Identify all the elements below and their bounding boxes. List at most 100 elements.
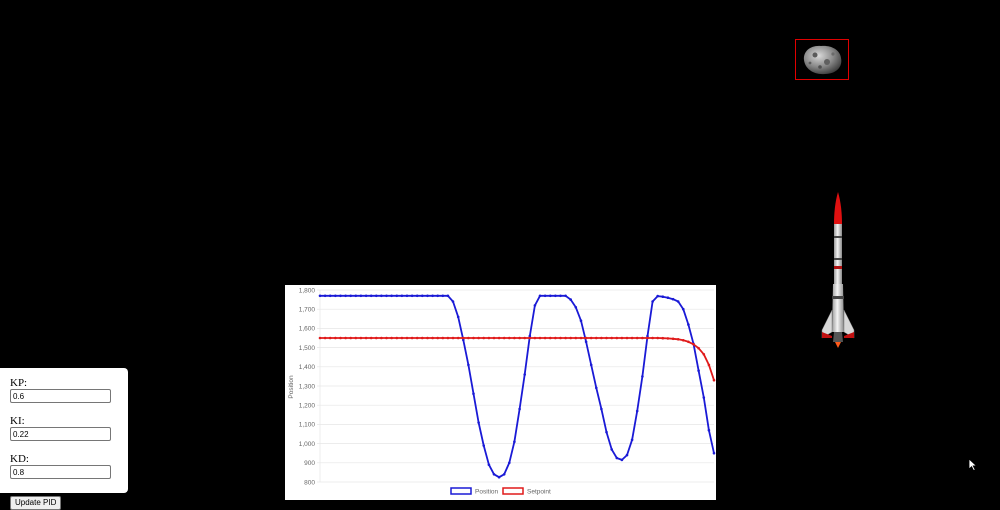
data-point-position[interactable]	[671, 297, 675, 301]
data-point-position[interactable]	[431, 294, 434, 298]
data-point-setpoint[interactable]	[436, 336, 439, 340]
data-point-position[interactable]	[533, 304, 537, 307]
data-point-setpoint[interactable]	[364, 336, 368, 340]
data-point-setpoint[interactable]	[610, 336, 613, 340]
data-point-position[interactable]	[369, 294, 373, 298]
data-point-setpoint[interactable]	[682, 339, 685, 342]
data-point-setpoint[interactable]	[328, 336, 332, 340]
data-point-setpoint[interactable]	[589, 336, 593, 340]
data-point-setpoint[interactable]	[395, 336, 399, 340]
data-point-position[interactable]	[543, 294, 547, 298]
data-point-position[interactable]	[682, 307, 685, 311]
data-point-position[interactable]	[375, 294, 378, 298]
data-point-setpoint[interactable]	[497, 336, 501, 340]
data-point-position[interactable]	[687, 323, 690, 326]
data-point-setpoint[interactable]	[635, 336, 639, 340]
data-point-setpoint[interactable]	[359, 336, 363, 340]
data-point-setpoint[interactable]	[625, 336, 629, 340]
data-point-position[interactable]	[513, 440, 516, 443]
data-point-position[interactable]	[477, 421, 480, 424]
data-point-setpoint[interactable]	[671, 337, 675, 341]
data-point-setpoint[interactable]	[467, 336, 470, 340]
data-point-setpoint[interactable]	[702, 353, 706, 356]
data-point-position[interactable]	[630, 438, 634, 442]
data-point-position[interactable]	[697, 369, 700, 372]
data-point-position[interactable]	[559, 294, 562, 298]
data-point-position[interactable]	[676, 300, 680, 303]
data-point-setpoint[interactable]	[630, 336, 634, 340]
data-point-setpoint[interactable]	[472, 336, 475, 340]
data-point-setpoint[interactable]	[528, 336, 532, 340]
data-point-position[interactable]	[646, 334, 649, 338]
data-point-setpoint[interactable]	[390, 336, 393, 340]
data-point-position[interactable]	[492, 473, 496, 476]
data-point-position[interactable]	[497, 475, 501, 479]
data-point-position[interactable]	[334, 294, 337, 298]
data-point-setpoint[interactable]	[646, 336, 649, 340]
data-point-position[interactable]	[538, 294, 542, 298]
data-point-setpoint[interactable]	[334, 336, 337, 340]
data-point-setpoint[interactable]	[574, 336, 578, 340]
data-point-setpoint[interactable]	[508, 336, 511, 340]
data-point-setpoint[interactable]	[431, 336, 434, 340]
data-point-setpoint[interactable]	[569, 336, 572, 340]
data-point-position[interactable]	[385, 294, 388, 298]
data-point-setpoint[interactable]	[421, 336, 424, 340]
data-point-setpoint[interactable]	[354, 336, 358, 340]
data-point-position[interactable]	[364, 294, 368, 298]
data-point-position[interactable]	[390, 294, 393, 298]
data-point-position[interactable]	[349, 294, 352, 298]
data-point-position[interactable]	[656, 294, 659, 298]
data-point-position[interactable]	[400, 294, 404, 298]
data-point-position[interactable]	[651, 300, 654, 303]
data-point-position[interactable]	[615, 456, 619, 460]
data-point-setpoint[interactable]	[380, 336, 383, 340]
data-point-position[interactable]	[605, 430, 608, 434]
data-point-setpoint[interactable]	[605, 336, 608, 340]
data-point-position[interactable]	[641, 375, 644, 378]
data-point-setpoint[interactable]	[400, 336, 404, 340]
data-point-setpoint[interactable]	[523, 336, 526, 340]
data-point-position[interactable]	[405, 294, 409, 298]
ki-input[interactable]	[10, 427, 111, 441]
data-point-setpoint[interactable]	[349, 336, 352, 340]
data-point-setpoint[interactable]	[651, 336, 654, 340]
data-point-setpoint[interactable]	[451, 336, 455, 340]
data-point-setpoint[interactable]	[318, 336, 322, 340]
kd-input[interactable]	[10, 465, 111, 479]
data-point-setpoint[interactable]	[600, 336, 603, 340]
data-point-position[interactable]	[436, 294, 439, 298]
data-point-position[interactable]	[518, 407, 521, 411]
data-point-setpoint[interactable]	[492, 336, 496, 340]
data-point-position[interactable]	[625, 453, 629, 457]
data-point-position[interactable]	[600, 407, 603, 411]
data-point-position[interactable]	[328, 294, 332, 298]
data-point-position[interactable]	[395, 294, 399, 298]
data-point-position[interactable]	[661, 295, 665, 298]
data-point-setpoint[interactable]	[564, 336, 567, 340]
data-point-setpoint[interactable]	[666, 337, 670, 340]
data-point-position[interactable]	[523, 373, 526, 376]
data-point-position[interactable]	[354, 294, 358, 298]
data-point-setpoint[interactable]	[441, 336, 445, 340]
data-point-position[interactable]	[323, 294, 327, 298]
data-point-setpoint[interactable]	[579, 336, 583, 340]
data-point-setpoint[interactable]	[538, 336, 542, 340]
data-point-position[interactable]	[415, 294, 419, 298]
data-point-setpoint[interactable]	[620, 336, 624, 340]
data-point-setpoint[interactable]	[339, 336, 342, 340]
data-point-position[interactable]	[410, 294, 414, 298]
data-point-setpoint[interactable]	[518, 336, 521, 340]
data-point-position[interactable]	[472, 392, 475, 395]
data-point-setpoint[interactable]	[456, 336, 460, 340]
data-point-position[interactable]	[502, 473, 506, 476]
data-point-setpoint[interactable]	[487, 336, 491, 340]
data-point-position[interactable]	[380, 294, 383, 298]
data-point-position[interactable]	[339, 294, 342, 298]
data-point-position[interactable]	[584, 340, 588, 344]
data-point-position[interactable]	[451, 300, 455, 303]
data-point-setpoint[interactable]	[344, 336, 347, 340]
data-point-position[interactable]	[508, 461, 511, 465]
data-point-position[interactable]	[610, 448, 613, 451]
data-point-setpoint[interactable]	[375, 336, 378, 340]
